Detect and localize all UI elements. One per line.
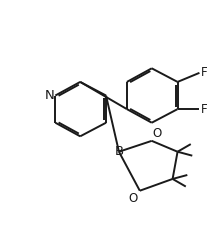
Text: N: N — [45, 89, 55, 102]
Text: O: O — [128, 192, 138, 205]
Text: O: O — [152, 127, 161, 140]
Text: F: F — [201, 66, 208, 79]
Text: B: B — [114, 145, 124, 158]
Text: F: F — [201, 103, 208, 116]
